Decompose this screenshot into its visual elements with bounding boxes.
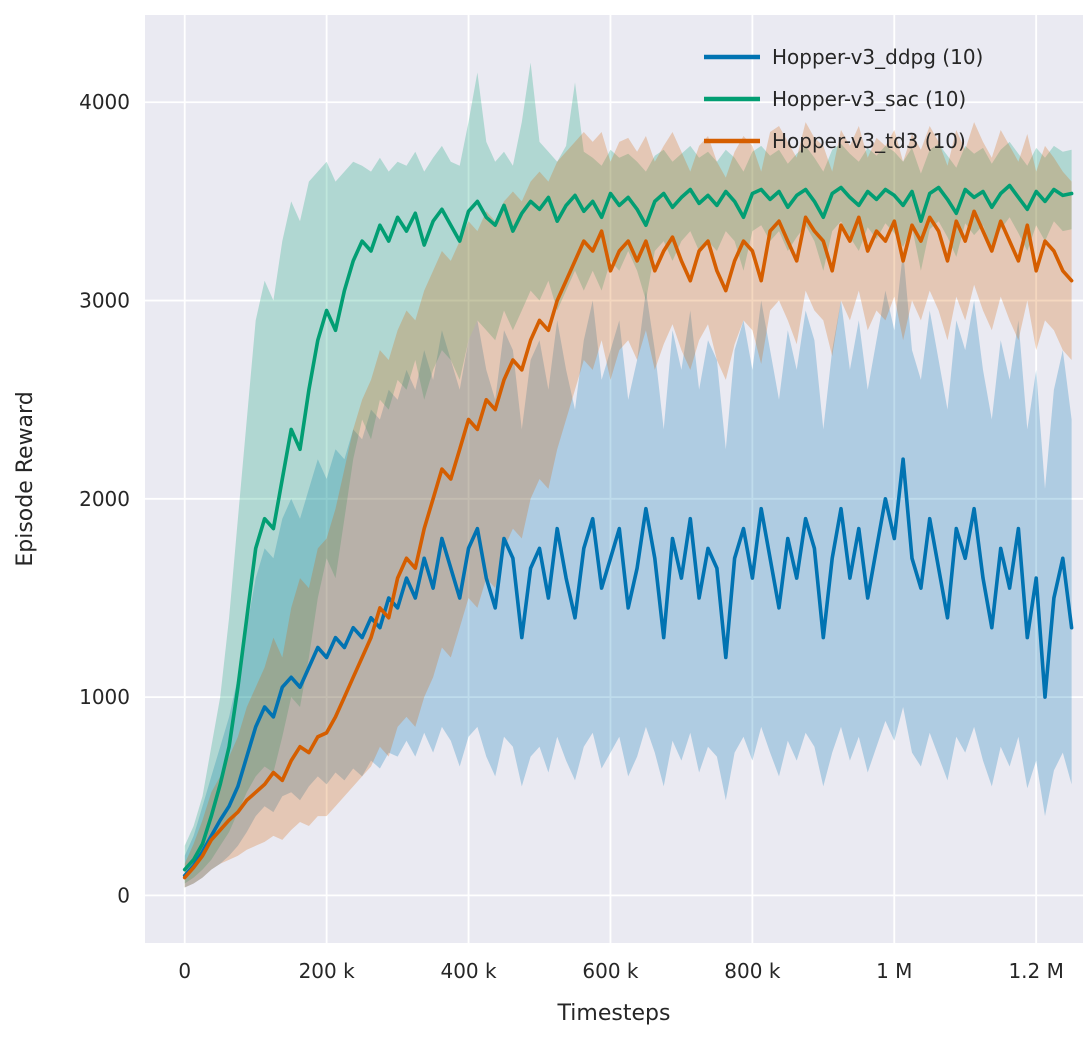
legend-label-ddpg: Hopper-v3_ddpg (10) — [772, 45, 983, 69]
y-tick-label: 1000 — [79, 685, 130, 709]
band-ddpg — [184, 251, 1072, 888]
x-tick-label: 400 k — [440, 959, 497, 983]
x-tick-label: 600 k — [582, 959, 639, 983]
legend-label-sac: Hopper-v3_sac (10) — [772, 87, 966, 111]
y-tick-label: 0 — [117, 883, 130, 907]
legend-entry-td3: Hopper-v3_td3 (10) — [704, 129, 966, 153]
x-tick-label: 200 k — [299, 959, 356, 983]
plot-area — [145, 15, 1083, 943]
x-tick-label: 0 — [178, 959, 191, 983]
x-tick-label: 1 M — [876, 959, 912, 983]
band-sac — [184, 62, 1072, 884]
legend-label-td3: Hopper-v3_td3 (10) — [772, 129, 966, 153]
y-tick-label: 4000 — [79, 90, 130, 114]
line-sac — [182, 183, 1074, 872]
x-tick-label: 1.2 M — [1008, 959, 1063, 983]
band-td3 — [184, 122, 1072, 888]
legend-entry-ddpg: Hopper-v3_ddpg (10) — [704, 45, 983, 69]
line-td3 — [182, 209, 1074, 880]
legend-entry-sac: Hopper-v3_sac (10) — [704, 87, 966, 111]
y-axis-label: Episode Reward — [13, 391, 38, 566]
x-axis-label: Timesteps — [557, 1001, 671, 1026]
y-tick-label: 2000 — [79, 487, 130, 511]
x-tick-label: 800 k — [724, 959, 781, 983]
chart-root: 0 200 k 400 k 600 k 800 k 1 M 1.2 M 0 1000 2000 30… — [79, 15, 1083, 983]
line-ddpg — [182, 457, 1074, 878]
y-tick-label: 3000 — [79, 289, 130, 313]
